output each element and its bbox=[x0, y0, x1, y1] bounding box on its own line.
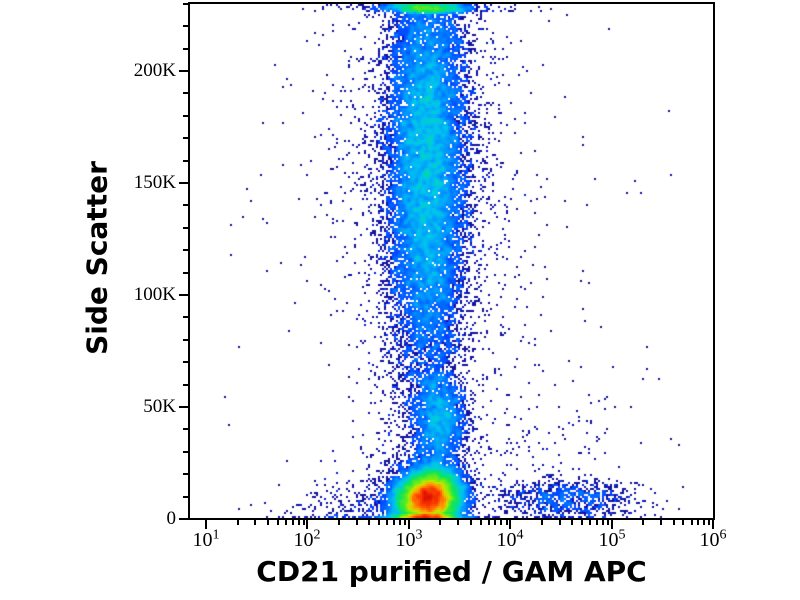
axis-tick bbox=[338, 520, 340, 525]
axis-tick bbox=[596, 520, 598, 525]
axis-tick bbox=[285, 520, 287, 525]
axis-tick bbox=[183, 227, 188, 229]
axis-tick bbox=[500, 520, 502, 525]
x-tick-label: 105 bbox=[598, 527, 626, 551]
axis-tick bbox=[292, 520, 294, 525]
y-tick-label: 150K bbox=[133, 172, 176, 193]
axis-tick bbox=[356, 520, 358, 525]
axis-tick bbox=[541, 520, 543, 525]
axis-tick bbox=[506, 520, 508, 525]
axis-tick bbox=[183, 451, 188, 453]
axis-tick bbox=[183, 473, 188, 475]
plot-area bbox=[188, 2, 715, 520]
axis-tick bbox=[404, 520, 406, 525]
axis-tick bbox=[399, 520, 401, 525]
axis-tick bbox=[393, 520, 395, 525]
axis-tick bbox=[642, 520, 644, 525]
axis-tick bbox=[183, 25, 188, 27]
axis-tick bbox=[179, 294, 188, 296]
axis-tick bbox=[712, 520, 714, 529]
axis-tick bbox=[611, 520, 613, 529]
axis-tick bbox=[183, 3, 188, 5]
axis-tick bbox=[183, 339, 188, 341]
axis-tick bbox=[457, 520, 459, 525]
axis-tick bbox=[303, 520, 305, 525]
axis-tick bbox=[673, 520, 675, 525]
axis-tick bbox=[408, 520, 410, 529]
axis-tick bbox=[602, 520, 604, 525]
axis-tick bbox=[368, 520, 370, 525]
axis-tick bbox=[660, 520, 662, 525]
axis-tick bbox=[509, 520, 511, 529]
axis-tick bbox=[183, 384, 188, 386]
axis-tick bbox=[708, 520, 710, 525]
x-tick-label: 101 bbox=[192, 527, 220, 551]
x-tick-label: 106 bbox=[699, 527, 727, 551]
axis-tick bbox=[267, 520, 269, 525]
axis-tick bbox=[179, 406, 188, 408]
axis-tick bbox=[480, 520, 482, 525]
axis-tick bbox=[183, 48, 188, 50]
axis-tick bbox=[183, 361, 188, 363]
axis-tick bbox=[682, 520, 684, 525]
axis-tick bbox=[183, 428, 188, 430]
y-tick-label: 200K bbox=[133, 60, 176, 81]
axis-tick bbox=[571, 520, 573, 525]
axis-tick bbox=[559, 520, 561, 525]
axis-tick bbox=[439, 520, 441, 525]
axis-tick bbox=[697, 520, 699, 525]
axis-tick bbox=[183, 496, 188, 498]
x-tick-label: 103 bbox=[395, 527, 423, 551]
axis-tick bbox=[183, 204, 188, 206]
x-tick-label: 102 bbox=[293, 527, 321, 551]
axis-tick bbox=[183, 160, 188, 162]
axis-tick bbox=[179, 70, 188, 72]
axis-tick bbox=[237, 520, 239, 525]
axis-tick bbox=[254, 520, 256, 525]
y-tick-label: 50K bbox=[143, 396, 176, 417]
density-plot-canvas bbox=[190, 4, 713, 518]
axis-tick bbox=[183, 272, 188, 274]
axis-tick bbox=[179, 518, 188, 520]
axis-tick bbox=[581, 520, 583, 525]
x-axis-title: CD21 purified / GAM APC bbox=[256, 555, 647, 588]
y-axis-title: Side Scatter bbox=[80, 161, 114, 355]
axis-tick bbox=[703, 520, 705, 525]
axis-tick bbox=[277, 520, 279, 525]
axis-tick bbox=[183, 137, 188, 139]
axis-tick bbox=[205, 520, 207, 529]
axis-tick bbox=[589, 520, 591, 525]
axis-tick bbox=[298, 520, 300, 525]
axis-tick bbox=[183, 115, 188, 117]
axis-tick bbox=[306, 520, 308, 529]
x-tick-label: 104 bbox=[496, 527, 524, 551]
y-tick-label: 0 bbox=[166, 508, 177, 529]
y-tick-label: 100K bbox=[133, 284, 176, 305]
axis-tick bbox=[691, 520, 693, 525]
axis-tick bbox=[470, 520, 472, 525]
axis-tick bbox=[179, 182, 188, 184]
axis-tick bbox=[183, 92, 188, 94]
axis-tick bbox=[488, 520, 490, 525]
axis-tick bbox=[386, 520, 388, 525]
axis-tick bbox=[607, 520, 609, 525]
axis-tick bbox=[378, 520, 380, 525]
axis-tick bbox=[494, 520, 496, 525]
axis-tick bbox=[183, 249, 188, 251]
axis-tick bbox=[183, 316, 188, 318]
